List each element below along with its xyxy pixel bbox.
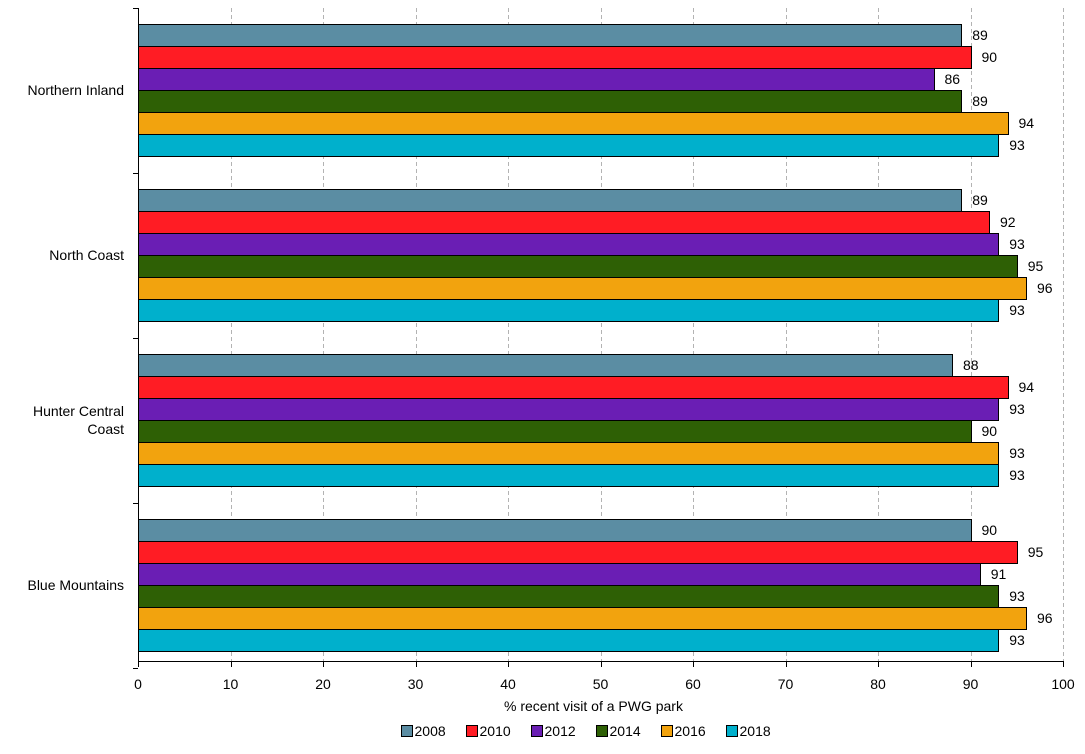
x-tick-label: 60 <box>685 676 701 692</box>
data-labels-layer: 8990868994938992939596938894939093939095… <box>945 27 1053 648</box>
legend-label: 2014 <box>610 723 641 739</box>
x-tick-label: 10 <box>223 676 239 692</box>
data-label: 93 <box>1009 401 1025 417</box>
legend-swatch <box>466 725 478 737</box>
bar <box>138 519 972 542</box>
bar <box>138 541 1018 564</box>
data-label: 93 <box>1009 632 1025 648</box>
data-label: 94 <box>1019 379 1035 395</box>
legend-swatch <box>401 725 413 737</box>
data-label: 90 <box>982 49 998 65</box>
x-tick-label: 90 <box>963 676 979 692</box>
category-label: North Coast <box>49 247 124 263</box>
data-label: 93 <box>1009 302 1025 318</box>
bar <box>138 68 935 91</box>
data-label: 89 <box>972 27 988 43</box>
legend-label: 2008 <box>415 723 446 739</box>
x-axis-title: % recent visit of a PWG park <box>504 698 684 714</box>
legend-swatch <box>726 725 738 737</box>
bar <box>138 233 999 256</box>
bar <box>138 629 999 652</box>
legend-label: 2018 <box>740 723 771 739</box>
category-label: Northern Inland <box>27 82 124 98</box>
bar <box>138 189 962 212</box>
bar <box>138 134 999 157</box>
data-label: 95 <box>1028 544 1044 560</box>
x-tick-label: 0 <box>134 676 142 692</box>
x-tick-label: 20 <box>315 676 331 692</box>
bar <box>138 563 981 586</box>
data-label: 93 <box>1009 236 1025 252</box>
legend-swatch <box>531 725 543 737</box>
bar <box>138 211 990 234</box>
axes-layer: 0 10 20 30 40 50 60 70 80 90 100 <box>133 8 1075 692</box>
data-label: 95 <box>1028 258 1044 274</box>
x-tick-label: 40 <box>500 676 516 692</box>
category-label: Hunter Central <box>33 403 124 419</box>
data-label: 88 <box>963 357 979 373</box>
data-label: 89 <box>972 93 988 109</box>
bar <box>138 376 1009 399</box>
x-tick-label: 100 <box>1051 676 1075 692</box>
x-tick-label: 50 <box>593 676 609 692</box>
bar <box>138 277 1027 300</box>
bar <box>138 24 962 47</box>
data-label: 93 <box>1009 467 1025 483</box>
x-tick-label: 80 <box>870 676 886 692</box>
legend-label: 2012 <box>545 723 576 739</box>
data-label: 93 <box>1009 137 1025 153</box>
data-label: 96 <box>1037 280 1053 296</box>
bar <box>138 607 1027 630</box>
bar <box>138 299 999 322</box>
category-labels-layer: Northern Inland North Coast Hunter Central… <box>27 82 124 593</box>
category-label: Blue Mountains <box>27 577 124 593</box>
bar <box>138 585 999 608</box>
bar <box>138 398 999 421</box>
legend-swatch <box>661 725 673 737</box>
bar <box>138 255 1018 278</box>
data-label: 90 <box>982 522 998 538</box>
data-label: 91 <box>991 566 1007 582</box>
data-label: 93 <box>1009 588 1025 604</box>
bar <box>138 464 999 487</box>
x-tick-label: 30 <box>408 676 424 692</box>
bar <box>138 46 972 69</box>
legend-label: 2010 <box>480 723 511 739</box>
bar <box>138 420 972 443</box>
legend-swatch <box>596 725 608 737</box>
bar <box>138 442 999 465</box>
data-label: 90 <box>982 423 998 439</box>
data-label: 94 <box>1019 115 1035 131</box>
data-label: 93 <box>1009 445 1025 461</box>
data-label: 86 <box>945 71 961 87</box>
bar <box>138 90 962 113</box>
x-tick-label: 70 <box>778 676 794 692</box>
legend-label: 2016 <box>675 723 706 739</box>
data-label: 89 <box>972 192 988 208</box>
bar <box>138 354 953 377</box>
legend: 2008 2010 2012 2014 2016 2018 <box>401 723 771 739</box>
data-label: 92 <box>1000 214 1016 230</box>
bar <box>138 112 1009 135</box>
bars-layer <box>138 24 1027 652</box>
data-label: 96 <box>1037 610 1053 626</box>
category-label: Coast <box>87 421 124 437</box>
